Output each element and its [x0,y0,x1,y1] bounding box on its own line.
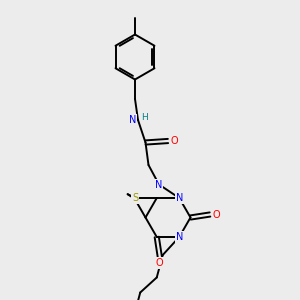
Text: N: N [176,232,183,242]
Text: S: S [132,193,138,203]
Text: O: O [171,136,178,146]
Text: N: N [155,179,163,190]
Text: O: O [156,258,164,268]
Text: N: N [176,193,183,203]
Text: N: N [129,115,136,125]
Text: H: H [141,112,148,122]
Text: O: O [213,209,220,220]
